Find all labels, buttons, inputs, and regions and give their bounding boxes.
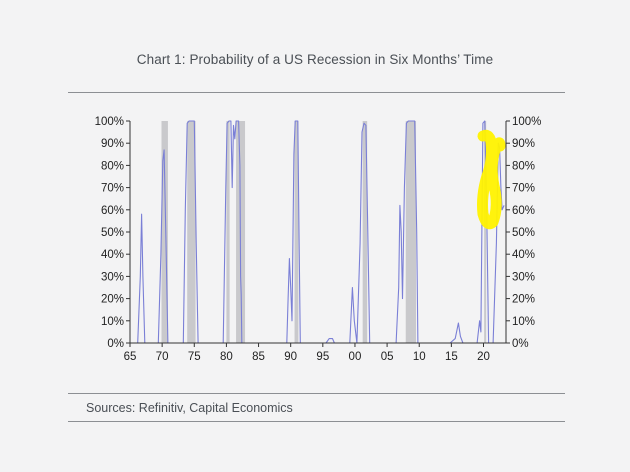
y-left-tick-label: 80% [101, 160, 124, 172]
y-left-tick-label: 50% [101, 227, 124, 239]
y-left-tick-label: 90% [101, 138, 124, 150]
recession-band-5 [362, 121, 368, 343]
y-left-tick-label: 70% [101, 183, 124, 195]
y-left-tick-label: 30% [101, 271, 124, 283]
y-right-tick-label: 90% [512, 138, 535, 150]
y-right-tick-label: 100% [512, 116, 541, 128]
x-tick-label: 70 [156, 351, 169, 363]
series-layer [130, 120, 505, 344]
x-tick-label: 90 [284, 351, 297, 363]
y-left-tick-label: 10% [101, 316, 124, 328]
recession-band-7 [484, 121, 487, 343]
y-left-tick-label: 100% [95, 116, 124, 128]
x-tick-label: 80 [220, 351, 233, 363]
x-tick-label: 15 [445, 351, 458, 363]
y-right-tick-label: 60% [512, 205, 535, 217]
tick-labels: 0% 10% 20% 30% 40% 50% 60% 70% 80% 90% 100% 0% 10% 20… [95, 116, 542, 363]
recession-band-0 [161, 121, 168, 343]
top-divider [68, 92, 565, 93]
y-right-tick-label: 0% [512, 338, 529, 350]
recession-bands [161, 121, 487, 343]
y-left-tick-label: 20% [101, 294, 124, 306]
y-right-tick-label: 30% [512, 271, 535, 283]
highlighter-mark [477, 129, 506, 230]
recession-band-2 [226, 121, 230, 343]
highlight-stroke [477, 129, 506, 230]
recession-band-1 [187, 121, 196, 343]
x-tick-label: 75 [188, 351, 201, 363]
y-right-tick-label: 40% [512, 249, 535, 261]
x-tick-label: 05 [381, 351, 394, 363]
y-right-tick-label: 20% [512, 294, 535, 306]
series-line-0 [130, 120, 505, 344]
y-right-tick-label: 70% [512, 183, 535, 195]
y-right-tick-label: 80% [512, 160, 535, 172]
y-left-tick-label: 0% [107, 338, 124, 350]
bottom-divider [68, 393, 565, 394]
x-tick-label: 00 [349, 351, 362, 363]
x-tick-label: 85 [252, 351, 265, 363]
x-tick-label: 65 [124, 351, 137, 363]
y-right-tick-label: 50% [512, 227, 535, 239]
chart-title: Chart 1: Probability of a US Recession i… [136, 52, 494, 67]
y-left-tick-label: 60% [101, 205, 124, 217]
axes [126, 120, 510, 347]
y-right-tick-label: 10% [512, 316, 535, 328]
footer-divider [68, 421, 565, 422]
x-tick-label: 10 [413, 351, 426, 363]
recession-band-6 [405, 121, 417, 343]
source-note: Sources: Refinitiv, Capital Economics [86, 401, 293, 415]
x-tick-label: 95 [316, 351, 329, 363]
y-left-tick-label: 40% [101, 249, 124, 261]
recession-band-4 [294, 121, 299, 343]
x-tick-label: 20 [477, 351, 490, 363]
